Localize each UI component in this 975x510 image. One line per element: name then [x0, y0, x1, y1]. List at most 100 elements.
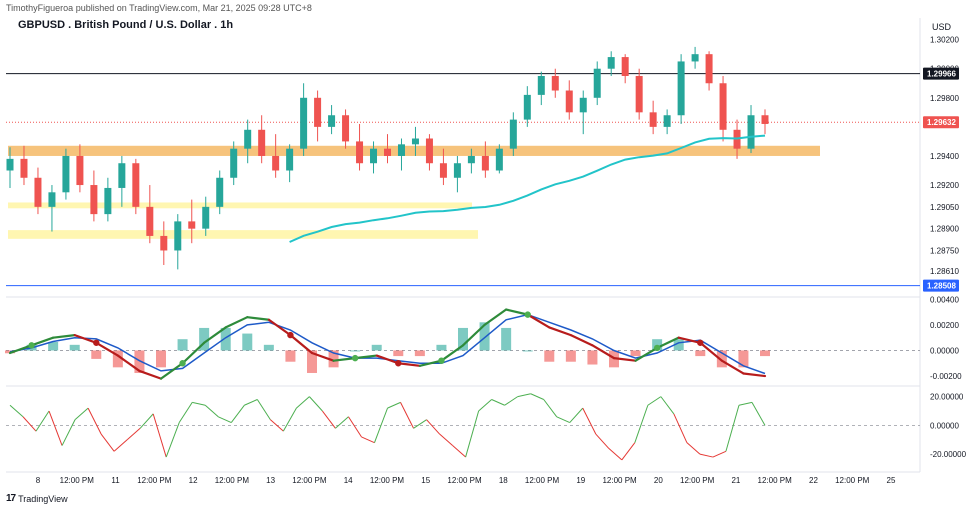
candle-body: [132, 163, 140, 207]
oscillator-line-segment: [426, 419, 440, 435]
oscillator-line-segment: [282, 407, 297, 432]
ema-200-line: [289, 134, 766, 243]
price-badge-blue-bg: [923, 279, 959, 292]
candle-body: [216, 177, 224, 207]
macd-histogram-bar: [156, 350, 166, 368]
tradingview-logo-icon: 17: [6, 493, 16, 504]
macd-histogram-bar: [522, 350, 533, 352]
time-tick-label: 22: [809, 476, 818, 485]
candle-body: [104, 187, 112, 215]
macd-cross-dot: [351, 354, 359, 362]
last-price-badge-bg: [923, 116, 959, 129]
price-badge-black-bg: [923, 67, 959, 80]
time-tick-label: 13: [266, 476, 275, 485]
highlight-zone: [8, 230, 478, 239]
macd-line-segment: [461, 323, 486, 347]
candle-body: [202, 206, 210, 229]
candle-body: [314, 97, 322, 127]
macd-histogram-bar: [479, 322, 490, 351]
candle-body: [593, 68, 601, 98]
time-tick-label: 19: [576, 476, 585, 485]
candle-body: [384, 148, 391, 156]
time-tick-label: 18: [499, 476, 508, 485]
oscillator-line-segment: [100, 433, 115, 452]
time-tick-label: 12:00 PM: [758, 476, 793, 485]
oscillator-line-segment: [296, 396, 310, 409]
oscillator-line-segment: [87, 407, 102, 435]
macd-line-segment: [289, 334, 314, 355]
macd-histogram-bar: [177, 339, 188, 351]
candle-body: [565, 90, 573, 113]
macd-line-segment: [656, 336, 680, 349]
oscillator-line-segment: [400, 402, 414, 429]
macd-line-segment: [310, 351, 335, 362]
candle-body: [663, 115, 671, 127]
macd-histogram-bar: [587, 350, 598, 365]
candle-body: [677, 61, 685, 116]
price-axis[interactable]: 1.302001.300001.298001.294001.292001.290…: [923, 36, 967, 460]
macd-histogram-bar: [716, 350, 727, 368]
macd-histogram-bar: [501, 327, 512, 351]
oscillator-line-segment: [543, 399, 558, 418]
macd-cross-dot: [524, 311, 531, 318]
oscillator-line-segment: [204, 404, 219, 418]
candle-body: [691, 54, 699, 62]
macd-histogram-bar: [393, 350, 404, 357]
currency-label[interactable]: USD: [932, 22, 952, 32]
time-axis[interactable]: 8 12:00 PM 11 12:00 PM 12 12:00 PM 13 12:00 PM 1…: [36, 476, 896, 485]
candle-body: [20, 158, 28, 178]
macd-line-segment: [246, 316, 270, 321]
oscillator-line-segment: [439, 433, 453, 446]
macd-cross-dot: [179, 360, 186, 367]
candle-body: [370, 148, 378, 164]
macd-histogram-bar: [738, 350, 749, 368]
oscillator-line-segment: [322, 410, 336, 429]
attribution: TimothyFigueroa published on TradingView…: [6, 3, 312, 13]
macd-histogram-bar: [220, 327, 231, 351]
candle-body: [356, 141, 364, 164]
macd-histogram-bar: [242, 333, 253, 351]
macd-line-segment: [8, 344, 33, 355]
candle-body: [118, 163, 126, 188]
oscillator-line-segment: [348, 416, 362, 438]
oscillator-line-segment: [244, 399, 258, 406]
price-tick-label: 1.28610: [930, 267, 959, 276]
candle-body: [509, 119, 517, 149]
oscillator-line-segment: [335, 416, 349, 429]
oscillator-line-segment: [452, 445, 466, 458]
price-badge-black: 1.29966: [927, 70, 956, 79]
time-tick-label: 25: [887, 476, 896, 485]
oscillator-line-segment: [387, 401, 401, 409]
macd-line-segment: [677, 336, 702, 344]
macd-tick-label: -0.00200: [930, 372, 962, 381]
oscillator-line-segment: [126, 427, 141, 441]
oscillator-line-segment: [660, 396, 675, 415]
last-price-badge: 1.29632: [927, 118, 956, 127]
candle-body: [258, 129, 266, 156]
candle-body: [649, 112, 657, 127]
oscillator-line-segment: [686, 442, 701, 455]
macd-cross-dot: [697, 339, 704, 346]
macd-histogram-bar: [544, 350, 555, 362]
grid: [6, 18, 921, 473]
macd-histogram-bar: [328, 350, 339, 368]
candle-body: [467, 155, 475, 164]
signal-line: [9, 313, 766, 375]
oscillator-line-segment: [517, 393, 531, 398]
oscillator-line-segment: [22, 416, 37, 432]
macd-line-segment: [224, 316, 249, 329]
oscillator-line-segment: [504, 396, 518, 406]
footer[interactable]: 17 TradingView: [6, 493, 68, 504]
macd-line-segment: [548, 326, 572, 337]
macd-histogram-bar: [565, 350, 576, 362]
oscillator-tick-label: 0.00000: [930, 421, 959, 430]
macd-cross-dot: [287, 331, 294, 339]
oscillator-line-segment: [413, 419, 427, 429]
zones: [8, 145, 820, 239]
macd-line-segment: [73, 334, 98, 344]
candle-body: [300, 97, 308, 149]
candle-body: [160, 235, 168, 251]
oscillator-line-segment: [634, 405, 649, 443]
candle-body: [272, 155, 280, 171]
